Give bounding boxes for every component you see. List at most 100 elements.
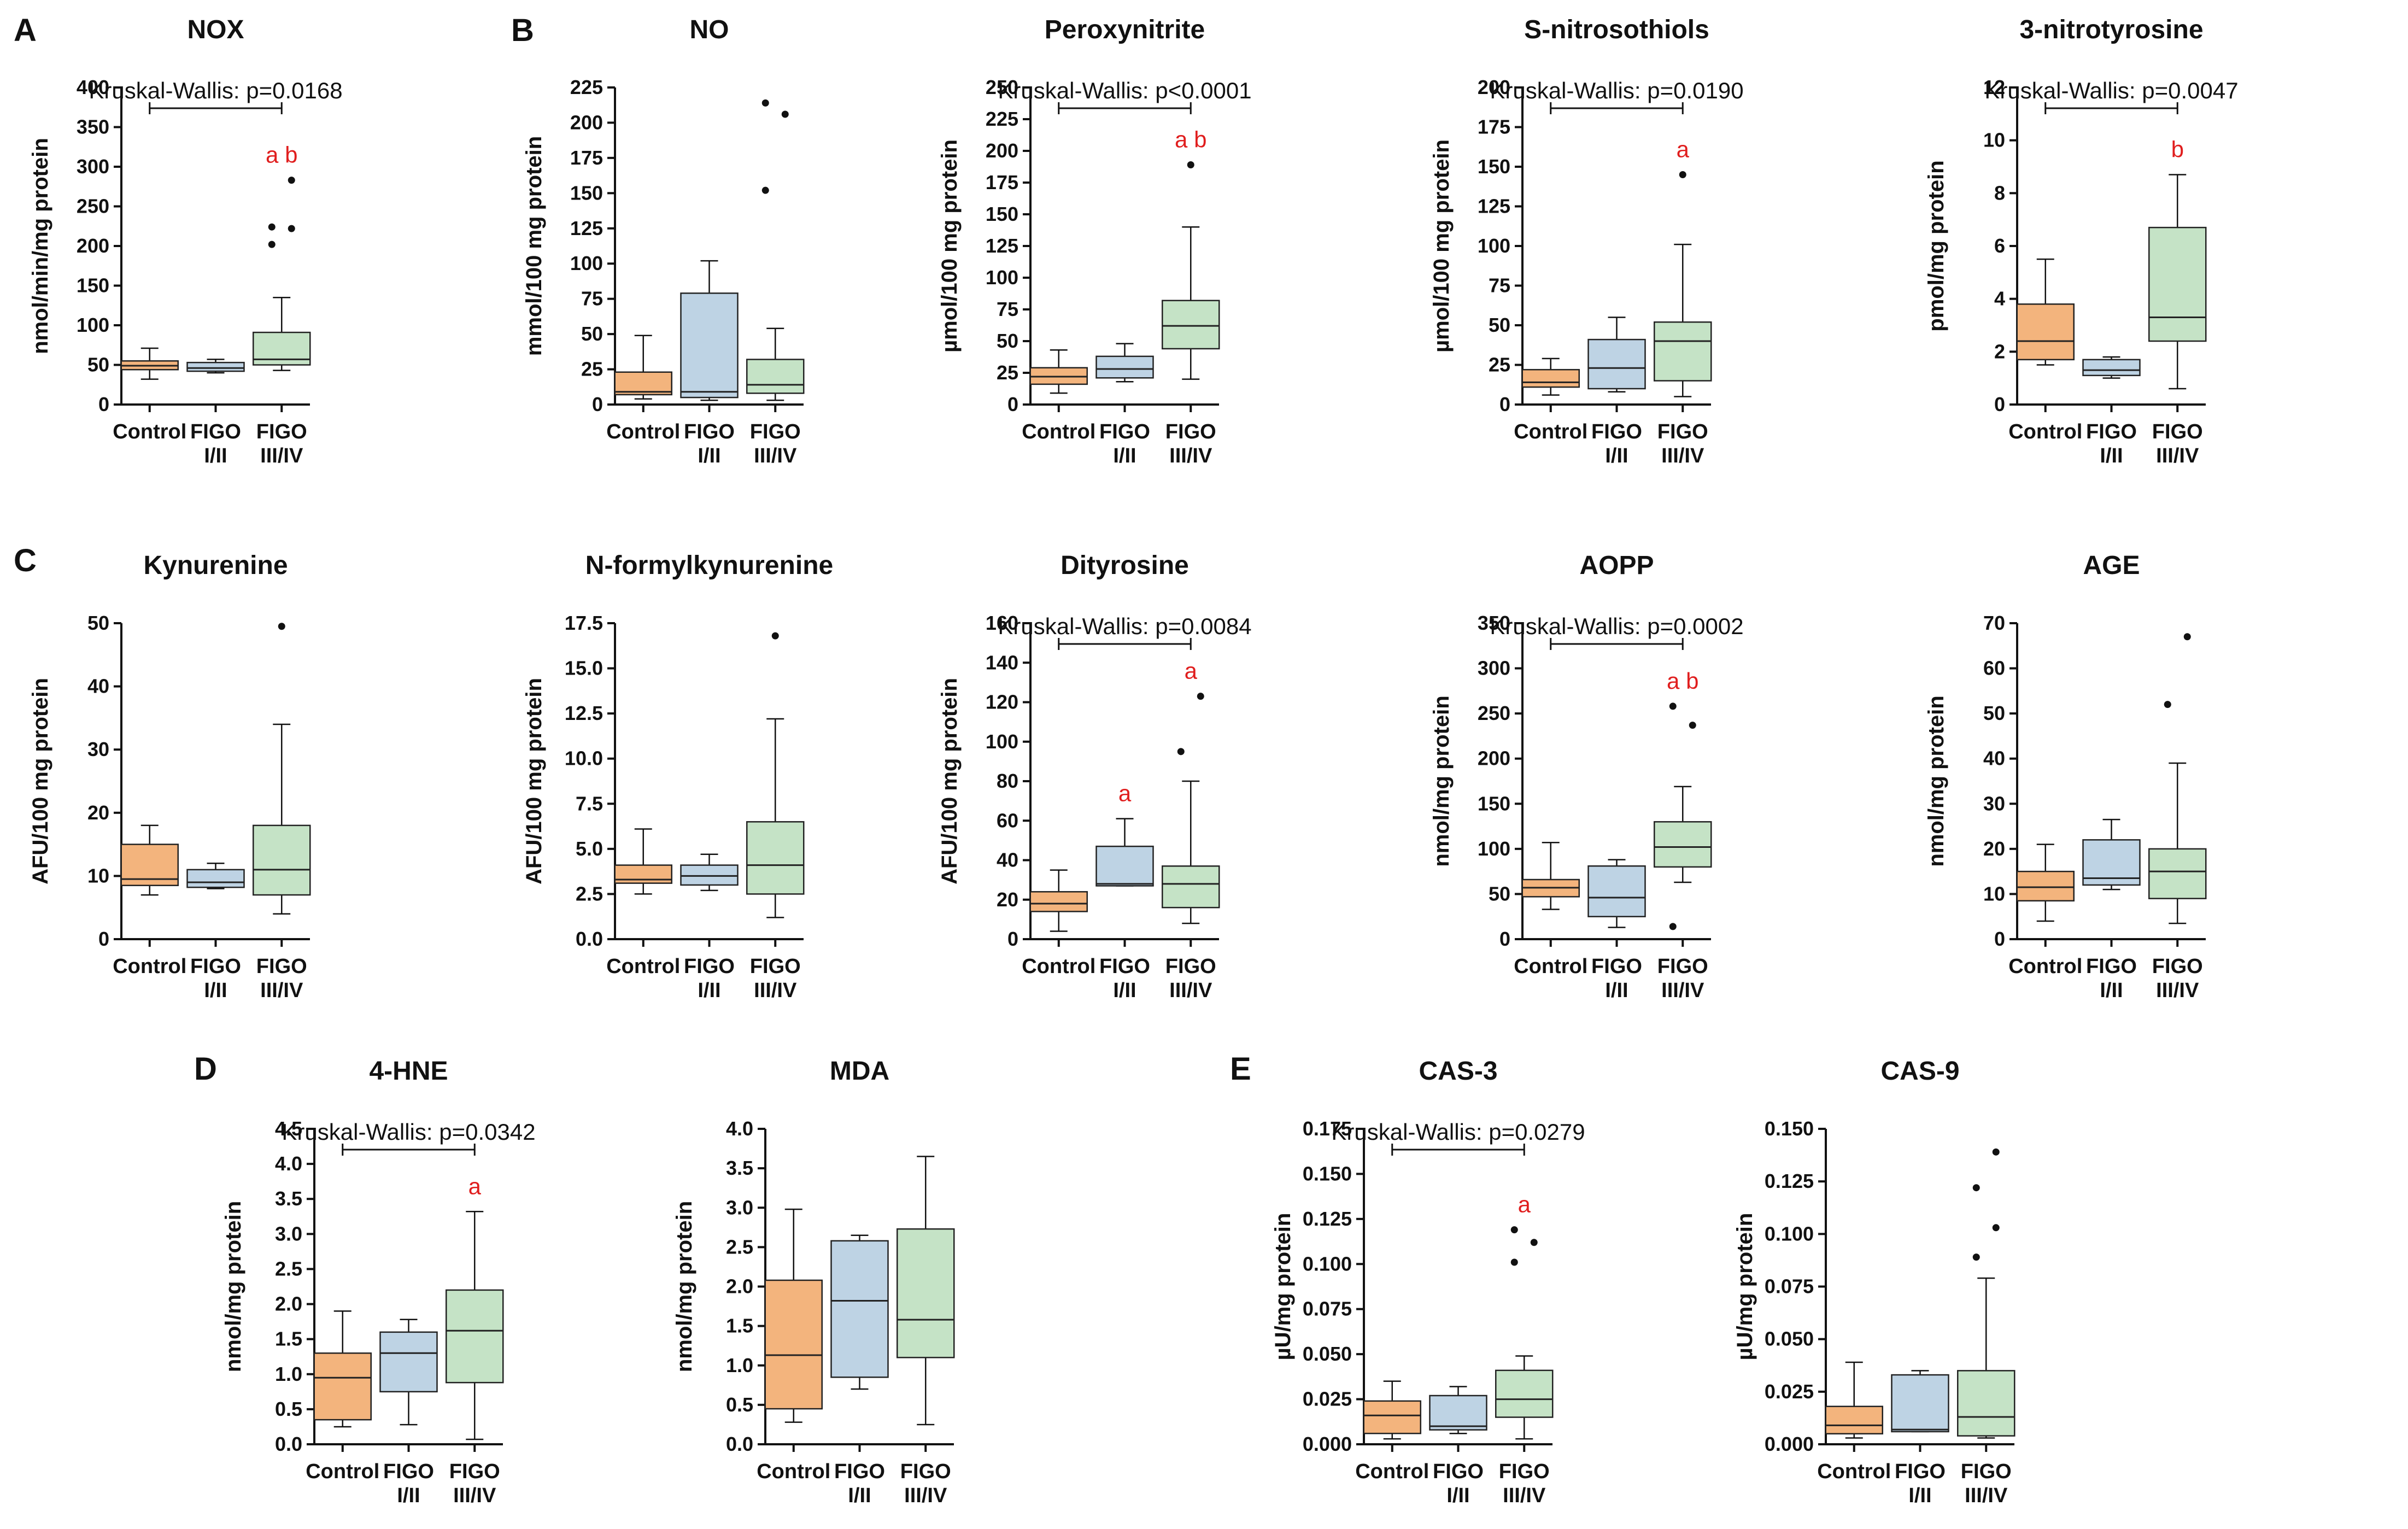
box-control [614,828,672,895]
box-figo-iii-iv [2148,633,2207,924]
y-tick-label: 40 [997,849,1018,871]
panel-label-D: D [194,1051,217,1087]
x-tick-label: I/II [2100,444,2123,467]
chart-title: Peroxynitrite [1045,15,1205,44]
panel-no: B NO 0 25 50 75 100 125 150 175 200 225 mmol/100 mg … [511,13,805,467]
panel-label-C: C [14,543,37,578]
outlier-point [761,186,769,194]
outlier-point [1530,1239,1538,1246]
y-tick-label: 200 [1478,747,1510,770]
significance-label: a [1185,658,1198,684]
y-tick-label: 0 [592,393,603,415]
y-tick-label: 200 [1478,76,1510,98]
y-tick-label: 0.5 [726,1393,753,1416]
significance-label: a b [1667,668,1698,694]
panel-peroxynitrite: Peroxynitrite 0 25 50 75 100 125 150 175 200 225 25… [938,15,1252,467]
iqr-box [1095,355,1154,379]
y-tick-label: 15.0 [565,657,603,679]
iqr-box [897,1228,955,1358]
box-figo-iii-iv [1654,702,1712,930]
y-tick-label: 0.075 [1765,1275,1814,1298]
y-tick-label: 150 [77,274,109,297]
x-tick-label: I/II [848,1484,871,1507]
y-tick-label: 50 [1983,702,2005,724]
y-axis-label: nmol/min/mg protein [28,138,52,354]
x-tick-label: FIGO [900,1460,951,1483]
y-tick-label: 0.000 [1303,1433,1352,1455]
x-tick-label: FIGO [449,1460,500,1483]
y-tick-label: 0.125 [1303,1208,1352,1230]
iqr-box [313,1352,372,1421]
y-tick-label: 0.125 [1765,1170,1814,1192]
x-tick-label: III/IV [1965,1484,2008,1507]
x-tick-label: FIGO [1657,420,1708,443]
y-tick-label: 5.0 [576,837,603,860]
chart-title: Kynurenine [143,551,288,580]
box-figo-i-ii [680,853,739,892]
y-axis-label: nmol/mg protein [1429,695,1454,866]
panel-s-nitrosothiols: S-nitrosothiols 0 25 50 75 100 125 150 175 200 µmo… [1429,15,1744,467]
y-tick-label: 20 [1983,837,2005,860]
iqr-box [830,1240,889,1378]
y-tick-label: 0 [1007,928,1018,950]
x-tick-label: I/II [1113,979,1136,1002]
box-figo-iii-iv [1957,1148,2016,1439]
y-tick-label: 2.0 [275,1293,302,1315]
box-control [120,347,179,380]
iqr-box [764,1279,823,1410]
kruskal-wallis-label: Kruskal-Wallis: p=0.0002 [1490,613,1743,639]
y-tick-label: 4 [1994,288,2005,310]
box-figo-i-ii [1587,859,1646,928]
x-tick-label: I/II [397,1484,420,1507]
y-tick-label: 250 [986,76,1018,98]
iqr-box [1587,865,1646,917]
x-tick-label: Control [606,420,680,443]
chart-title: AOPP [1579,551,1654,580]
y-tick-label: 6 [1994,235,2005,257]
box-control [2016,258,2075,366]
chart-title: CAS-9 [1880,1057,1959,1086]
y-tick-label: 3.5 [726,1157,753,1179]
panel-4-hne: D 4-HNE 0.0 0.5 1.0 1.5 2.0 2.5 3.0 3.5 4.0 4.5 nmol… [194,1051,536,1507]
x-tick-label: I/II [1113,444,1136,467]
y-axis-label: AFU/100 mg protein [522,678,546,884]
y-tick-label: 50 [581,323,603,345]
panel-3-nitrotyrosine: 3-nitrotyrosine 0 2 4 6 8 10 12 pmol/mg protein C… [1924,15,2239,467]
outlier-point [1992,1224,2000,1232]
y-tick-label: 80 [997,770,1018,792]
y-tick-label: 2.5 [275,1257,302,1280]
y-axis-label: nmol/mg protein [1924,695,1948,866]
x-tick-label: Control [1022,420,1095,443]
y-tick-label: 40 [87,675,109,698]
iqr-box [1095,845,1154,887]
x-tick-label: FIGO [750,955,801,978]
x-tick-label: FIGO [190,955,241,978]
outlier-point [1669,702,1677,710]
kruskal-wallis-label: Kruskal-Wallis: p=0.0168 [89,78,342,103]
x-tick-label: FIGO [1165,420,1216,443]
y-tick-label: 2 [1994,340,2005,362]
chart-title: S-nitrosothiols [1524,15,1709,44]
y-tick-label: 0.100 [1765,1222,1814,1245]
x-tick-label: FIGO [1591,420,1642,443]
y-tick-label: 0 [1994,393,2005,415]
panel-mda: MDA 0.0 0.5 1.0 1.5 2.0 2.5 3.0 3.5 4.0 nmol/mg pr… [672,1057,955,1507]
x-tick-label: FIGO [834,1460,885,1483]
y-tick-label: 0.0 [726,1433,753,1455]
x-tick-label: FIGO [2086,955,2137,978]
y-tick-label: 0.025 [1303,1388,1352,1410]
kruskal-wallis-label: Kruskal-Wallis: p=0.0279 [1331,1119,1585,1145]
box-figo-iii-iv [2148,174,2207,390]
y-tick-label: 4.0 [275,1152,302,1175]
y-axis-label: AFU/100 mg protein [938,678,962,884]
significance-label: a [1677,137,1690,162]
y-tick-label: 150 [986,203,1018,225]
x-tick-label: Control [757,1460,830,1483]
outlier-point [288,225,295,232]
box-figo-iii-iv [1162,693,1220,924]
panel-label-B: B [511,13,534,48]
y-axis-label: nmol/mg protein [221,1201,245,1372]
outlier-point [1689,722,1696,729]
y-tick-label: 140 [986,651,1018,673]
